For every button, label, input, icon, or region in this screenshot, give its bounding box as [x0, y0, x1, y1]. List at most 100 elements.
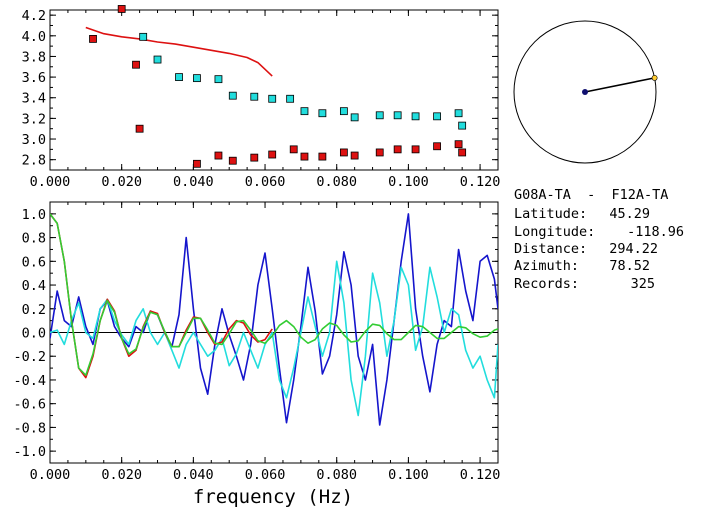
- station-pair-title: G08A-TA - F12A-TA: [514, 187, 668, 203]
- red-data-point: [350, 151, 359, 160]
- cyan-data-point: [139, 32, 148, 41]
- azimuth-label: Azimuth:: [514, 258, 579, 274]
- cyan-data-point: [228, 91, 237, 100]
- x-tick-label: 0.080: [316, 467, 357, 483]
- x-tick-label: 0.040: [173, 174, 214, 190]
- distance-value: 294.22: [609, 241, 658, 257]
- red-data-point: [433, 142, 441, 151]
- red-data-point: [300, 152, 309, 161]
- cyan-data-point: [458, 121, 467, 130]
- red-data-point: [339, 148, 348, 157]
- azimuth-compass: [513, 20, 658, 164]
- x-tick-label: 0.120: [460, 467, 501, 483]
- latitude-label: Latitude:: [514, 206, 587, 222]
- cyan-data-point: [193, 74, 201, 83]
- cyan-data-point: [375, 111, 384, 120]
- y-tick-label: 0.8: [22, 231, 46, 247]
- x-tick-label: 0.040: [173, 467, 214, 483]
- longitude-value: -118.96: [627, 224, 684, 240]
- cyan-data-point: [268, 94, 277, 103]
- y-tick-label: 2.8: [22, 153, 46, 169]
- red-data-point: [454, 140, 463, 149]
- x-tick-label: 0.000: [30, 174, 71, 190]
- cyan-data-point: [300, 107, 309, 116]
- blue-series-line: [50, 213, 498, 426]
- x-tick-label: 0.020: [101, 467, 142, 483]
- red-data-point: [132, 60, 140, 69]
- series-group: [50, 213, 498, 426]
- cyan-data-point: [433, 112, 441, 121]
- series-group: [85, 26, 273, 77]
- y-tick-label: -1.0: [13, 444, 46, 460]
- green-series-line: [50, 213, 498, 376]
- y-tick-label: 3.6: [22, 70, 46, 86]
- cyan-data-point: [339, 107, 348, 116]
- y-tick-label: 3.8: [22, 49, 46, 65]
- cyan-data-point: [318, 109, 327, 118]
- correlation-panel: 0.000 0.020 0.040 0.060 0.080 0.100 0.120 1.0 0.…: [13, 201, 501, 508]
- red-data-point: [117, 5, 126, 13]
- cyan-data-point: [411, 112, 420, 121]
- records-value: 325: [631, 276, 655, 292]
- y-tick-label: 3.0: [22, 132, 46, 148]
- y-tick-label: 0.0: [22, 326, 46, 342]
- x-tick-label: 0.060: [245, 174, 286, 190]
- cyan-series-line: [50, 260, 498, 417]
- y-tick-label: 3.4: [22, 91, 46, 107]
- station-info: G08A-TA - F12A-TA Latitude: 45.29 Longit…: [514, 187, 684, 292]
- cyan-data-point: [454, 109, 463, 118]
- red-data-point: [135, 124, 144, 133]
- x-axis-label: frequency (Hz): [193, 486, 353, 508]
- velocity-panel: 0.000 0.020 0.040 0.060 0.080 0.100 0.120 2.8 3.…: [22, 5, 501, 190]
- red-series-line: [85, 26, 273, 77]
- y-tick-label: 0.4: [22, 278, 46, 294]
- red-data-point: [193, 159, 201, 168]
- x-tick-label: 0.100: [388, 174, 429, 190]
- cyan-data-point: [214, 75, 223, 84]
- y-tick-label: -0.2: [13, 349, 46, 365]
- latitude-value: 45.29: [609, 206, 650, 222]
- y-tick-label: -0.8: [13, 420, 46, 436]
- y-tick-label: 3.2: [22, 111, 46, 127]
- x-tick-label: 0.100: [388, 467, 429, 483]
- velocity-panel-frame: [49, 9, 499, 171]
- cyan-data-point: [286, 94, 295, 103]
- cyan-data-point: [393, 111, 402, 120]
- y-tick-label: 4.2: [22, 8, 46, 24]
- y-tick-label: 0.6: [22, 254, 46, 270]
- red-series-line: [50, 213, 273, 379]
- red-data-point: [268, 150, 277, 159]
- velocity-axis-ticks: 0.000 0.020 0.040 0.060 0.080 0.100 0.120 2.8 3.…: [22, 8, 501, 190]
- compass-tip-dot: [651, 75, 658, 81]
- correlation-axis-ticks: 0.000 0.020 0.040 0.060 0.080 0.100 0.120 1.0 0.…: [13, 201, 501, 483]
- cyan-data-point: [250, 92, 259, 101]
- y-tick-label: -0.6: [13, 397, 46, 413]
- red-data-point: [89, 35, 97, 43]
- velocity-plot-area: [85, 5, 467, 168]
- red-data-point: [214, 151, 223, 160]
- y-tick-label: 1.0: [22, 207, 46, 223]
- longitude-label: Longitude:: [514, 224, 595, 240]
- red-data-point: [289, 145, 298, 154]
- compass-needle: [584, 77, 655, 93]
- x-tick-label: 0.080: [316, 174, 357, 190]
- red-data-point: [393, 145, 402, 154]
- cyan-data-point: [350, 113, 359, 122]
- y-tick-label: 4.0: [22, 29, 46, 45]
- azimuth-value: 78.52: [609, 258, 650, 274]
- x-tick-label: 0.020: [101, 174, 142, 190]
- red-data-point: [411, 145, 420, 154]
- y-tick-label: -0.4: [13, 373, 46, 389]
- compass-circle: [513, 20, 657, 164]
- cyan-data-point: [153, 55, 162, 64]
- y-tick-label: 0.2: [22, 302, 46, 318]
- x-tick-label: 0.000: [30, 467, 71, 483]
- cyan-data-point: [175, 73, 183, 81]
- x-tick-label: 0.120: [460, 174, 501, 190]
- compass-center-dot: [582, 89, 588, 95]
- red-data-point: [458, 148, 467, 157]
- correlation-plot-area: [50, 213, 498, 426]
- distance-label: Distance:: [514, 241, 587, 257]
- red-data-point: [318, 152, 327, 161]
